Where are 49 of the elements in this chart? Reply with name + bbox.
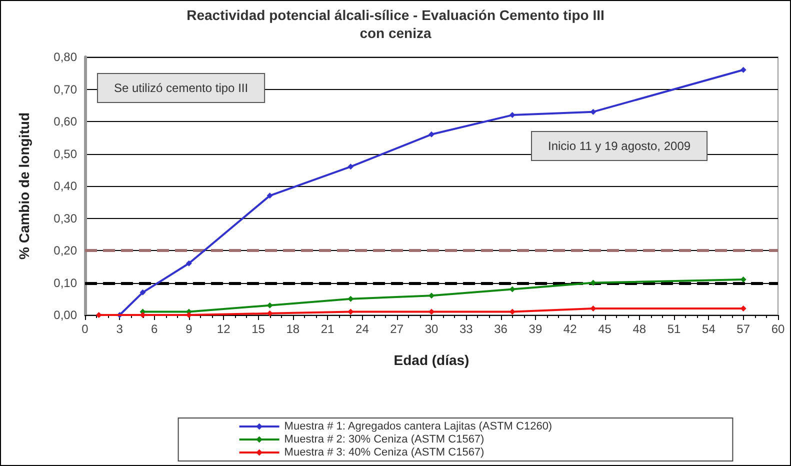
point (186, 260, 192, 266)
x-tick-label: 45 (598, 322, 612, 336)
x-tick-label: 18 (286, 322, 300, 336)
legend-label: Muestra # 3: 40% Ceniza (ASTM C1567) (284, 446, 484, 458)
point (740, 66, 746, 73)
point (428, 292, 434, 299)
y-tick-label: 0,10 (54, 276, 78, 290)
y-axis-title: % Cambio de longitud (16, 112, 32, 260)
legend-label: Muestra # 1: Agregados cantera Lajitas (ASTM C1260) (284, 420, 552, 432)
annotation: Inicio 11 y 19 agosto, 2009 (548, 139, 691, 153)
x-tick-label: 9 (186, 322, 193, 336)
x-tick-label: 51 (667, 322, 682, 336)
x-tick-label: 57 (736, 322, 750, 336)
y-tick-label: 0,30 (54, 211, 78, 226)
y-tick-label: 0,80 (54, 50, 78, 64)
point (428, 131, 434, 138)
x-tick-label: 0 (82, 322, 89, 336)
y-tick-label: 0,50 (54, 146, 78, 161)
x-tick-label: 42 (563, 322, 578, 336)
point (266, 192, 273, 199)
point (348, 164, 354, 170)
x-tick-label: 60 (771, 322, 785, 336)
x-axis-title: Edad (días) (394, 352, 470, 368)
x-tick-label: 27 (390, 322, 404, 336)
y-tick-label: 0,70 (54, 82, 78, 96)
x-tick-label: 30 (424, 322, 438, 336)
chart-subtitle: con ceniza (360, 25, 432, 41)
x-tick-label: 3 (116, 322, 124, 336)
y-tick-label: 0,40 (54, 179, 78, 193)
y-tick-label: 0,00 (54, 308, 78, 322)
x-tick-label: 12 (216, 322, 231, 336)
x-tick-label: 48 (632, 322, 646, 336)
x-tick-label: 24 (356, 322, 370, 336)
x-tick-label: 15 (252, 322, 266, 336)
x-tick-label: 39 (528, 322, 542, 336)
annotation: Se utilizó cemento tipo III (114, 81, 248, 95)
x-tick-label: 21 (320, 322, 335, 336)
legend-label: Muestra # 2: 30% Ceniza (ASTM C1567) (284, 434, 484, 446)
x-tick-label: 6 (150, 322, 158, 336)
x-tick-label: 36 (494, 322, 508, 336)
x-tick-label: 54 (702, 322, 716, 336)
x-tick-label: 33 (459, 322, 474, 336)
chart-title: Reactividad potencial álcali-sílice - Evaluación Cemento tipo III (186, 7, 604, 23)
point (428, 308, 434, 315)
y-tick-label: 0,60 (54, 114, 78, 128)
point (140, 289, 146, 296)
point (266, 302, 273, 308)
point (509, 112, 516, 118)
y-tick-label: 0,20 (54, 244, 78, 258)
